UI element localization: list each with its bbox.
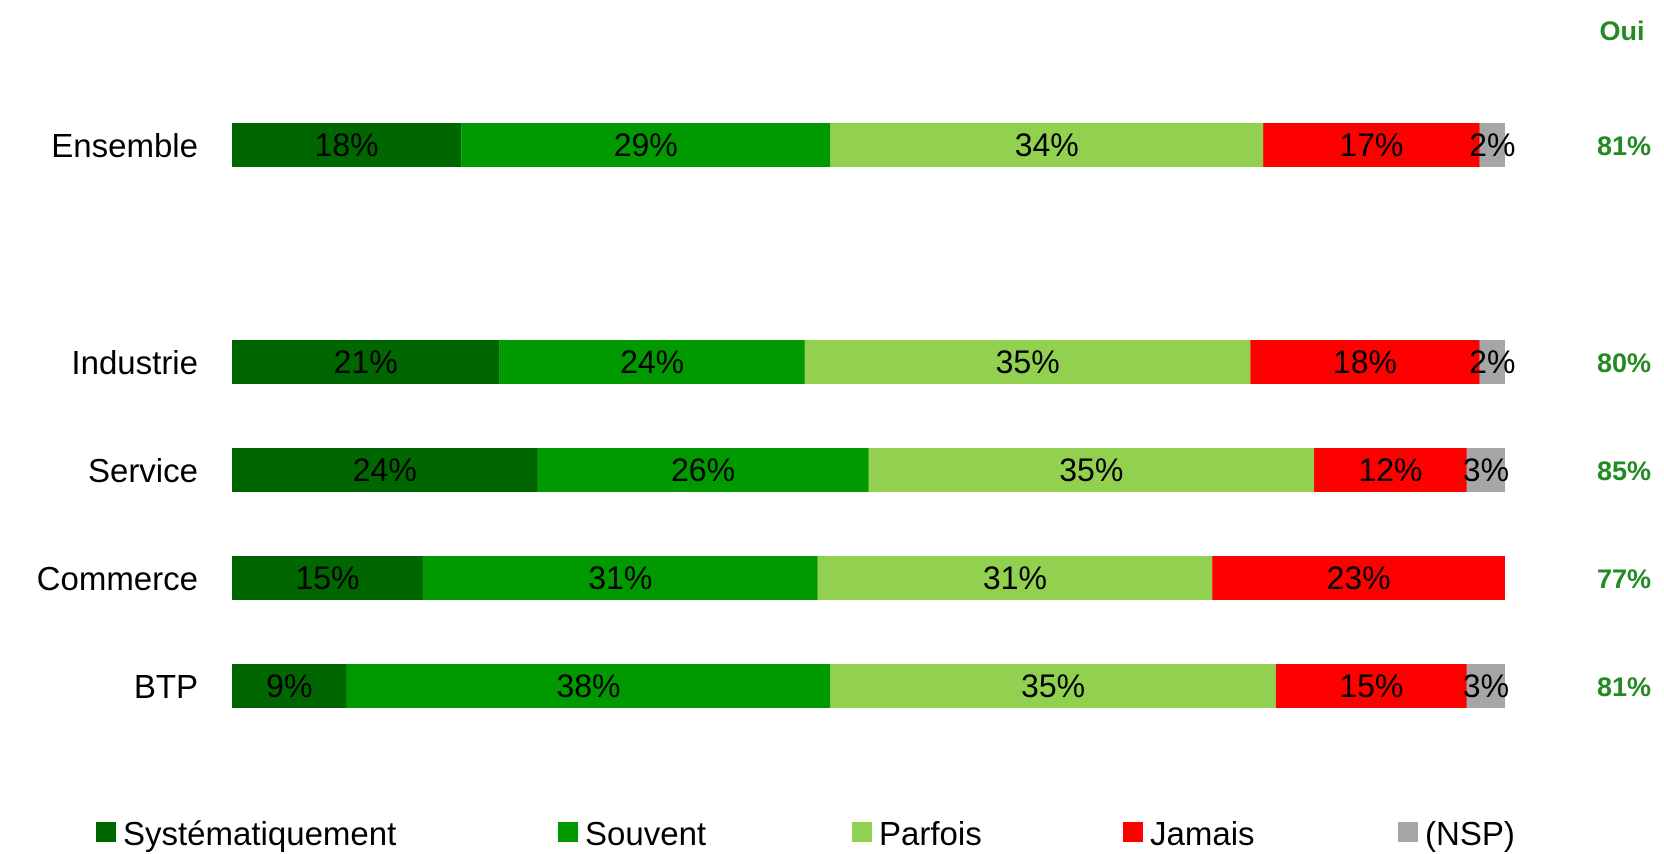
legend-label-3: Jamais xyxy=(1150,815,1255,852)
bar-service-series-4 xyxy=(1466,448,1505,492)
legend-label-2: Parfois xyxy=(879,815,982,852)
bar-ensemble-series-1 xyxy=(461,123,831,167)
data-label-industrie-series-0: 21% xyxy=(334,344,398,380)
bar-commerce-series-0 xyxy=(232,556,423,600)
bar-btp-series-0 xyxy=(232,664,347,708)
bar-service-series-1 xyxy=(537,448,869,492)
data-label-commerce-series-3: 23% xyxy=(1327,560,1391,596)
data-label-service-series-2: 35% xyxy=(1059,452,1123,488)
data-label-industrie-series-2: 35% xyxy=(996,344,1060,380)
category-label-commerce: Commerce xyxy=(37,560,198,597)
bar-service-series-0 xyxy=(232,448,538,492)
total-value-btp: 81% xyxy=(1597,672,1651,702)
legend-label-1: Souvent xyxy=(585,815,706,852)
category-label-service: Service xyxy=(88,452,198,489)
bar-btp-series-1 xyxy=(346,664,831,708)
bar-btp-series-3 xyxy=(1275,664,1467,708)
category-label-industrie: Industrie xyxy=(71,344,198,381)
bar-industrie-series-4 xyxy=(1479,340,1505,384)
legend-swatch-1 xyxy=(558,822,578,842)
legend-swatch-3 xyxy=(1123,822,1143,842)
data-label-commerce-series-0: 15% xyxy=(295,560,359,596)
data-label-btp-series-4: 3% xyxy=(1463,668,1509,704)
data-label-btp-series-2: 35% xyxy=(1021,668,1085,704)
legend-swatch-0 xyxy=(96,822,116,842)
total-value-commerce: 77% xyxy=(1597,564,1651,594)
bar-industrie-series-0 xyxy=(232,340,500,384)
bar-ensemble-series-4 xyxy=(1479,123,1505,167)
data-label-commerce-series-2: 31% xyxy=(983,560,1047,596)
bar-commerce-series-2 xyxy=(817,556,1213,600)
data-label-service-series-1: 26% xyxy=(671,452,735,488)
data-label-service-series-4: 3% xyxy=(1463,452,1509,488)
bar-btp-series-4 xyxy=(1466,664,1505,708)
total-column-title: Oui xyxy=(1600,16,1645,46)
total-value-industrie: 80% xyxy=(1597,348,1651,378)
bar-industrie-series-1 xyxy=(499,340,805,384)
data-label-industrie-series-1: 24% xyxy=(620,344,684,380)
bar-ensemble-series-2 xyxy=(830,123,1264,167)
legend-swatch-2 xyxy=(852,822,872,842)
data-label-ensemble-series-3: 17% xyxy=(1339,127,1403,163)
bar-industrie-series-2 xyxy=(804,340,1251,384)
bar-ensemble-series-0 xyxy=(232,123,462,167)
data-label-service-series-0: 24% xyxy=(353,452,417,488)
bar-commerce-series-3 xyxy=(1212,556,1505,600)
data-label-btp-series-0: 9% xyxy=(266,668,312,704)
category-label-btp: BTP xyxy=(134,668,198,705)
legend-label-0: Systématiquement xyxy=(123,815,396,852)
total-value-ensemble: 81% xyxy=(1597,131,1651,161)
bar-ensemble-series-3 xyxy=(1263,123,1480,167)
bar-service-series-2 xyxy=(868,448,1315,492)
bar-commerce-series-1 xyxy=(422,556,818,600)
data-label-btp-series-1: 38% xyxy=(556,668,620,704)
data-label-btp-series-3: 15% xyxy=(1339,668,1403,704)
bar-industrie-series-3 xyxy=(1250,340,1480,384)
data-label-ensemble-series-0: 18% xyxy=(315,127,379,163)
bar-btp-series-2 xyxy=(830,664,1276,708)
legend-swatch-4 xyxy=(1398,822,1418,842)
data-label-industrie-series-4: 2% xyxy=(1469,344,1515,380)
category-label-ensemble: Ensemble xyxy=(51,127,198,164)
data-label-service-series-3: 12% xyxy=(1358,452,1422,488)
data-label-industrie-series-3: 18% xyxy=(1333,344,1397,380)
data-label-commerce-series-1: 31% xyxy=(588,560,652,596)
data-label-ensemble-series-1: 29% xyxy=(614,127,678,163)
legend-label-4: (NSP) xyxy=(1425,815,1515,852)
bars-group: Ensemble 18% 29% 34% 17% 2% 81% Industrie 21% 24%… xyxy=(37,123,1651,708)
data-label-ensemble-series-4: 2% xyxy=(1469,127,1515,163)
legend: Systématiquement Souvent Parfois Jamais (NSP… xyxy=(96,815,1515,852)
total-value-service: 85% xyxy=(1597,456,1651,486)
bar-service-series-3 xyxy=(1314,448,1467,492)
data-label-ensemble-series-2: 34% xyxy=(1015,127,1079,163)
